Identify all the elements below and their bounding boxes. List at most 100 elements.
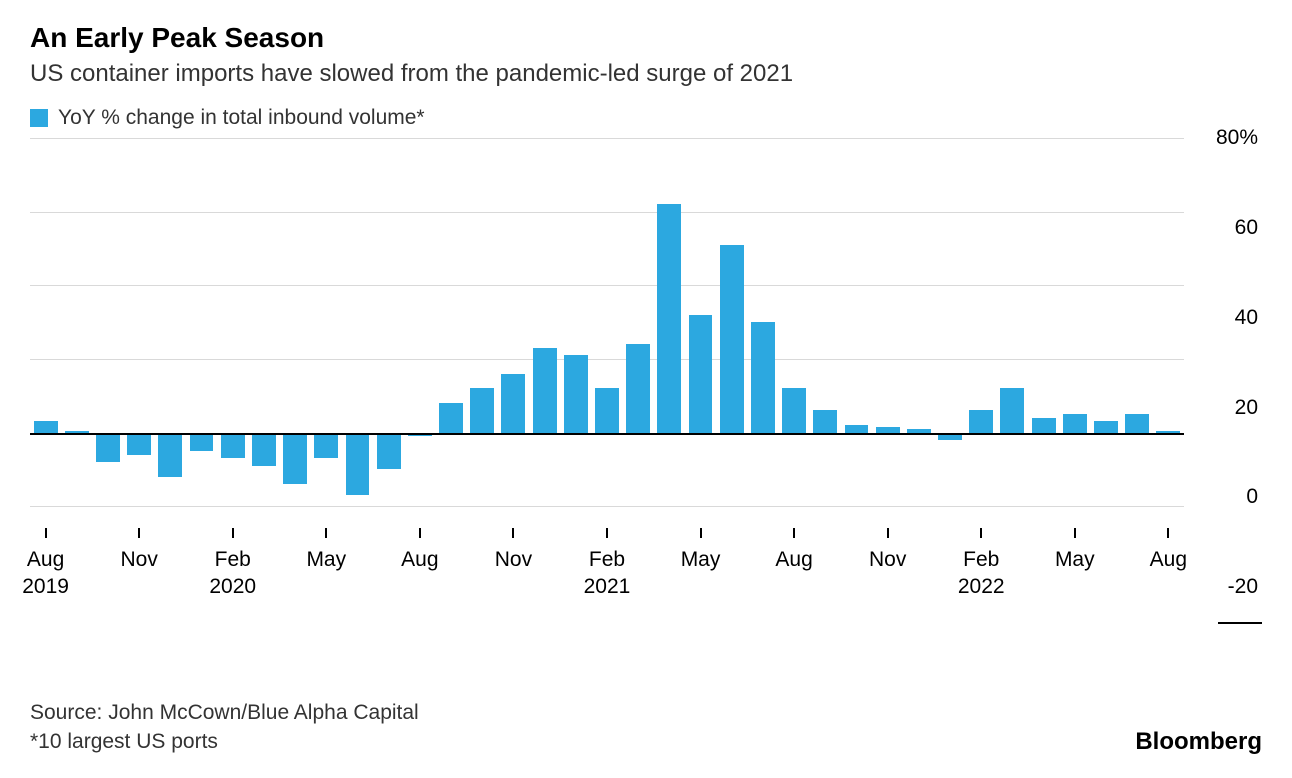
x-tick-slot [656,528,683,542]
x-tick-slot [1061,528,1088,542]
y-tick-label: 60 [1184,216,1262,240]
x-axis-year: 2020 [209,573,256,600]
bar-slot [687,138,714,528]
x-tick-slot [531,528,558,542]
x-tick-slot [593,528,620,542]
bar [626,344,650,432]
x-axis-label: Nov [495,546,532,573]
bar [34,421,58,432]
x-tick-slot [437,528,464,542]
y-tick-label: 80% [1184,126,1262,150]
bar-slot [1124,138,1151,528]
x-tick-slot [282,528,309,542]
bar [1125,414,1149,432]
x-tick-slot [1092,528,1119,542]
bar-slot [843,138,870,528]
bar [969,410,993,432]
bar [127,433,151,455]
bar-slot [781,138,808,528]
x-tick-slot [1030,528,1057,542]
bar-slot [500,138,527,528]
source-text: Source: John McCown/Blue Alpha Capital [30,699,1262,727]
x-tick-slot [313,528,340,542]
bar-slot [188,138,215,528]
bar-slot [874,138,901,528]
x-axis-label: Feb2021 [584,546,631,601]
bar-slot [968,138,995,528]
bar [720,245,744,433]
bar-slot [437,138,464,528]
bar [689,315,713,433]
bars-container [30,138,1184,528]
x-tick-slot [905,528,932,542]
bar-slot [625,138,652,528]
x-tick-slot [469,528,496,542]
bar [346,433,370,496]
chart-subtitle: US container imports have slowed from th… [30,60,1262,88]
bar-slot [812,138,839,528]
x-axis-label: Feb2022 [958,546,1005,601]
bar-slot [1030,138,1057,528]
x-tick-slot [749,528,776,542]
x-tick-mark [512,528,514,538]
x-tick-mark [232,528,234,538]
bar-slot [282,138,309,528]
bar [221,433,245,459]
legend-label: YoY % change in total inbound volume* [58,106,425,130]
bar [501,374,525,433]
x-tick-slot [781,528,808,542]
bar-slot [936,138,963,528]
bar-slot [94,138,121,528]
x-tick-slot [32,528,59,542]
bar-slot [1092,138,1119,528]
x-tick-slot [1124,528,1151,542]
bar [595,388,619,432]
bar [657,204,681,432]
chart-title: An Early Peak Season [30,22,1262,54]
x-tick-mark [419,528,421,538]
x-tick-mark [325,528,327,538]
x-tick-mark [138,528,140,538]
x-tick-mark [1074,528,1076,538]
x-tick-slot [718,528,745,542]
x-tick-slot [344,528,371,542]
y-axis-rule [1218,622,1262,624]
x-axis: Aug2019NovFeb2020MayAugNovFeb2021MayAugN… [30,528,1184,614]
bar [1000,388,1024,432]
bar-slot [749,138,776,528]
x-tick-slot [219,528,246,542]
x-tick-slot [812,528,839,542]
legend: YoY % change in total inbound volume* [30,106,1262,130]
x-tick-slot [126,528,153,542]
y-tick-label: -20 [1184,575,1262,599]
x-tick-slot [625,528,652,542]
bar [845,425,869,432]
x-tick-slot [687,528,714,542]
chart-footer: Source: John McCown/Blue Alpha Capital *… [30,699,1262,756]
y-tick-label: 40 [1184,306,1262,330]
x-tick-slot [375,528,402,542]
y-tick-label: 0 [1184,485,1262,509]
bar [439,403,463,432]
bar-slot [375,138,402,528]
bar-slot [905,138,932,528]
bar [377,433,401,470]
x-axis-label: Aug [775,546,812,573]
bar [751,322,775,432]
x-tick-mark [980,528,982,538]
x-tick-mark [700,528,702,538]
bar [314,433,338,459]
x-tick-slot [874,528,901,542]
x-tick-mark [606,528,608,538]
x-tick-mark [45,528,47,538]
x-tick-slot [1155,528,1182,542]
x-tick-slot [999,528,1026,542]
zero-line [30,433,1184,435]
x-tick-slot [94,528,121,542]
bar [190,433,214,451]
x-tick-slot [63,528,90,542]
x-axis-year: 2019 [22,573,69,600]
bar [782,388,806,432]
bar [158,433,182,477]
bar [813,410,837,432]
